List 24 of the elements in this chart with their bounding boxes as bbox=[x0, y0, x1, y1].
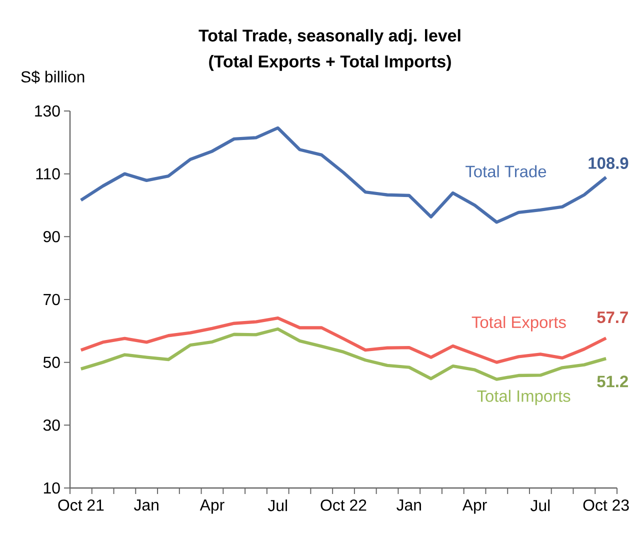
x-tick-label: Jan bbox=[396, 500, 421, 511]
y-tick-label: 90 bbox=[44, 231, 60, 242]
y-tick-label: 50 bbox=[43, 356, 60, 368]
x-tick-label: Jul bbox=[530, 500, 550, 512]
series-label: Total Trade bbox=[466, 165, 546, 178]
x-tick-label: Oct 22 bbox=[320, 500, 366, 511]
x-tick-label: Apr bbox=[462, 500, 487, 514]
series-label: Total Exports bbox=[472, 316, 566, 332]
y-tick-label: 130 bbox=[35, 105, 60, 117]
data-label: 51.2 bbox=[597, 376, 628, 388]
y-tick-label: 30 bbox=[43, 420, 60, 431]
y-tick-label: 10 bbox=[44, 482, 60, 494]
chart-title: Total Trade, seasonally adj. level (Total Exports + Total Imports) bbox=[198, 29, 460, 71]
x-tick-label: Jan bbox=[134, 500, 158, 511]
x-tick-label: Jul bbox=[268, 500, 287, 512]
y-tick-label: 110 bbox=[36, 168, 60, 180]
series-label: Total Imports bbox=[477, 390, 570, 406]
y-axis-title: S$ billion bbox=[21, 70, 84, 84]
x-tick-label: Apr bbox=[200, 500, 224, 514]
x-tick-label: Oct 21 bbox=[58, 500, 104, 511]
y-tick-label: 70 bbox=[44, 294, 60, 306]
data-label: 57.7 bbox=[597, 312, 628, 324]
data-label: 108.9 bbox=[588, 157, 628, 169]
x-tick-label: Oct 23 bbox=[583, 500, 629, 511]
